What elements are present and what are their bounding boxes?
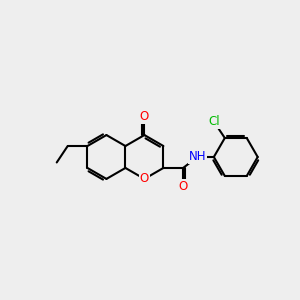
Text: NH: NH bbox=[189, 151, 206, 164]
Text: O: O bbox=[140, 110, 149, 123]
Text: O: O bbox=[140, 172, 149, 185]
Text: Cl: Cl bbox=[208, 115, 220, 128]
Text: O: O bbox=[178, 180, 188, 193]
